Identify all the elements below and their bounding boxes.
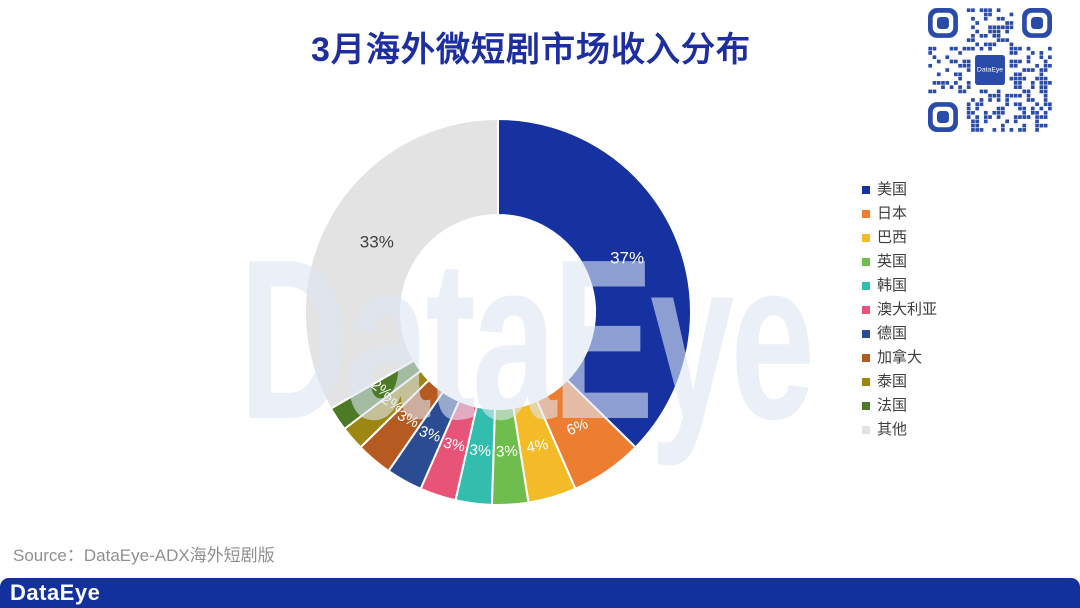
legend-marker <box>862 281 870 290</box>
donut-chart: 37% 6% 4% 3% 3% 3% 3% 3% 2% 2% 33% <box>278 92 718 532</box>
chart-legend: 美国日本巴西英国韩国澳大利亚德国加拿大泰国法国其他 <box>862 181 937 438</box>
legend-label: 其他 <box>877 421 908 438</box>
legend-label: 法国 <box>877 397 908 414</box>
legend-item: 韩国 <box>862 277 937 294</box>
legend-marker <box>862 305 870 314</box>
legend-marker <box>862 401 870 410</box>
slice-percentage-label: 4% <box>525 436 549 457</box>
page-title: 3月海外微短剧市场收入分布 <box>311 31 751 69</box>
legend-item: 英国 <box>862 253 937 270</box>
legend-label: 德国 <box>877 325 908 342</box>
legend-label: 泰国 <box>877 373 908 390</box>
legend-marker <box>862 233 870 242</box>
slice-percentage-label: 3% <box>442 434 467 455</box>
legend-marker <box>862 257 870 266</box>
qr-code: DataEye <box>928 8 1052 132</box>
legend-item: 法国 <box>862 397 937 414</box>
legend-item: 德国 <box>862 325 937 342</box>
legend-label: 巴西 <box>877 229 908 246</box>
legend-marker <box>862 209 870 218</box>
legend-marker <box>862 425 870 434</box>
legend-label: 英国 <box>877 253 908 270</box>
slice-percentage-label: 3% <box>417 423 443 446</box>
legend-marker <box>862 329 870 338</box>
legend-label: 澳大利亚 <box>877 301 938 318</box>
slice-percentage-label: 33% <box>360 233 394 252</box>
legend-label: 美国 <box>877 181 908 198</box>
legend-label: 日本 <box>877 205 908 222</box>
donut-slice <box>497 117 692 449</box>
donut-slice <box>304 117 499 410</box>
slice-percentage-label: 3% <box>496 443 518 461</box>
legend-item: 巴西 <box>862 229 937 246</box>
legend-item: 加拿大 <box>862 349 937 366</box>
legend-label: 加拿大 <box>877 349 923 366</box>
slice-percentage-label: 37% <box>610 248 644 267</box>
source-note: Source：DataEye-ADX海外短剧版 <box>13 546 275 565</box>
legend-item: 澳大利亚 <box>862 301 937 318</box>
legend-item: 其他 <box>862 421 937 438</box>
legend-marker <box>862 377 870 386</box>
donut-chart-svg: 37%6%4%3%3%3%3%3%2%2%33% <box>304 117 692 506</box>
footer-bar: DataEye <box>0 578 1080 608</box>
dataeye-logo: DataEye <box>10 580 101 605</box>
legend-marker <box>862 185 870 194</box>
slice-percentage-label: 3% <box>469 442 492 461</box>
legend-marker <box>862 353 870 362</box>
legend-label: 韩国 <box>877 277 908 294</box>
qr-center-logo: DataEye <box>977 66 1003 73</box>
legend-item: 美国 <box>862 181 937 198</box>
legend-item: 泰国 <box>862 373 937 390</box>
legend-item: 日本 <box>862 205 937 222</box>
